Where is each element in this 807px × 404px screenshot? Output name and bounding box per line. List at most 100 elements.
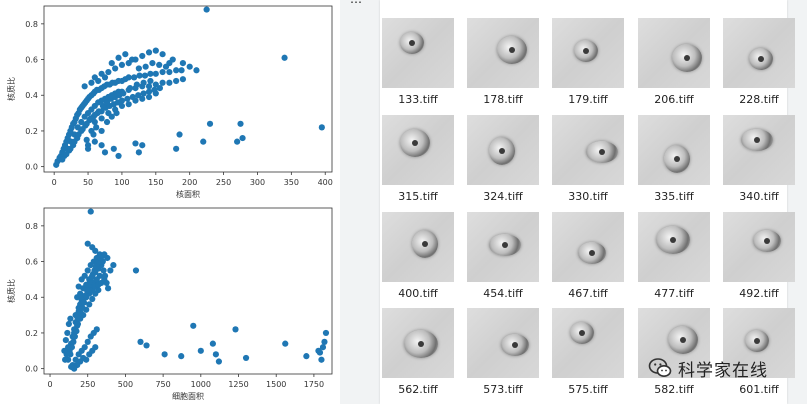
- scatter-point: [132, 267, 140, 274]
- cell-thumbnail[interactable]: [467, 308, 539, 378]
- scatter-point: [74, 320, 82, 328]
- scatter-point: [88, 79, 95, 86]
- scatter-point: [321, 338, 328, 345]
- x-axis-label: 细胞面积: [172, 391, 204, 401]
- scatter-point: [145, 93, 153, 101]
- scatter-point: [83, 287, 91, 294]
- scatter-point: [237, 120, 244, 127]
- cell-nucleus: [680, 337, 686, 343]
- cell-nucleus: [599, 149, 605, 155]
- scatter-point: [63, 151, 70, 158]
- scatter-point: [197, 347, 204, 354]
- scatter-point: [136, 72, 143, 79]
- thumbnail-filename: 178.tiff: [483, 93, 523, 106]
- cell-nucleus: [512, 342, 518, 348]
- thumbnail-filename: 179.tiff: [568, 93, 608, 106]
- scatter-point: [178, 353, 185, 360]
- cell-nucleus: [502, 242, 508, 248]
- cell-thumbnail[interactable]: [552, 115, 624, 185]
- scatter-point: [135, 92, 142, 99]
- cell-thumbnail[interactable]: [723, 308, 795, 378]
- cell-thumbnail[interactable]: [467, 212, 539, 282]
- scatter-point: [152, 47, 159, 54]
- cell-thumbnail[interactable]: [638, 18, 710, 88]
- scatter-point: [178, 67, 185, 74]
- scatter-point: [152, 90, 159, 97]
- x-tick-label: 400: [318, 178, 333, 187]
- scatter-panel: 0 50 100 150 200 250 300 350 400 0.0 0.2 0.4 0.6 0.8 核…: [0, 0, 340, 404]
- scatter-point: [95, 108, 102, 115]
- scatter-point: [87, 115, 94, 122]
- scatter-point: [166, 68, 173, 76]
- plot-area: [43, 5, 333, 173]
- cell-nucleus: [754, 137, 760, 143]
- scatter-point: [209, 340, 216, 347]
- scatter-point: [96, 272, 103, 279]
- scatter-point: [232, 326, 239, 333]
- scatter-point: [176, 131, 183, 138]
- cell-thumbnail[interactable]: [382, 115, 454, 185]
- cell-nucleus: [509, 47, 515, 53]
- cell-thumbnail[interactable]: [638, 115, 710, 185]
- scatter-point: [145, 49, 153, 56]
- scatter-point: [108, 113, 115, 120]
- scatter-point: [108, 60, 115, 67]
- scatter-point: [62, 336, 69, 344]
- scatter-point: [147, 77, 154, 85]
- x-tick-label: 1250: [228, 380, 248, 389]
- cell-thumbnail[interactable]: [638, 212, 710, 282]
- scatter-point: [68, 363, 75, 370]
- cell-thumbnail[interactable]: [467, 115, 539, 185]
- cell-thumbnail[interactable]: [638, 308, 710, 378]
- cell-thumbnail[interactable]: [382, 18, 454, 88]
- scatter-point: [70, 338, 77, 345]
- cell-thumbnail[interactable]: [552, 212, 624, 282]
- cell-thumbnail[interactable]: [552, 308, 624, 378]
- x-axis-label: 核面积: [176, 189, 200, 199]
- scatter-point: [239, 134, 246, 142]
- cell-thumbnail[interactable]: [382, 212, 454, 282]
- scatter-point: [67, 315, 74, 322]
- y-tick-label: 0.8: [25, 222, 38, 231]
- scatter-point: [101, 272, 109, 279]
- scatter-point: [303, 353, 310, 360]
- scatter-point: [190, 322, 197, 329]
- scatter-point: [103, 118, 111, 126]
- scatter-point: [61, 347, 68, 354]
- y-tick-label: 0.6: [25, 258, 38, 267]
- scatter-point: [95, 77, 102, 85]
- scatter-point: [315, 347, 322, 354]
- scatter-point: [139, 95, 146, 102]
- scatter-point: [67, 145, 74, 152]
- scatter-point: [93, 326, 100, 333]
- scatter-point: [62, 356, 69, 363]
- cell-thumbnail[interactable]: [723, 18, 795, 88]
- scatter-point: [80, 299, 88, 306]
- scatter-point: [319, 344, 327, 351]
- scatter-point: [118, 97, 126, 104]
- cell-thumbnail[interactable]: [723, 212, 795, 282]
- scatter-point: [81, 83, 88, 90]
- cell-thumbnail[interactable]: [382, 308, 454, 378]
- scatter-point: [215, 358, 223, 365]
- scatter-point: [79, 126, 86, 133]
- cell-thumbnail[interactable]: [552, 18, 624, 88]
- scatter-point: [126, 85, 134, 92]
- x-tick-label: 1750: [304, 380, 324, 389]
- x-tick-label: 100: [114, 178, 129, 187]
- scatter-point: [159, 68, 166, 76]
- cell-thumbnail[interactable]: [723, 115, 795, 185]
- y-tick-label: 0.4: [25, 293, 38, 302]
- y-tick-label: 0.8: [25, 20, 38, 29]
- x-tick-label: 0: [47, 380, 52, 389]
- y-tick-label: 0.2: [25, 329, 38, 338]
- scatter-point: [113, 109, 120, 117]
- y-tick-label: 0.4: [25, 91, 38, 100]
- y-axis-label: 核质比: [6, 279, 16, 303]
- cell-thumbnail[interactable]: [467, 18, 539, 88]
- scatter-point: [318, 356, 325, 363]
- scatter-point: [99, 102, 107, 110]
- thumbnail-filename: 562.tiff: [398, 383, 438, 396]
- y-axis-label: 核质比: [6, 77, 16, 101]
- scatter-point: [112, 65, 119, 72]
